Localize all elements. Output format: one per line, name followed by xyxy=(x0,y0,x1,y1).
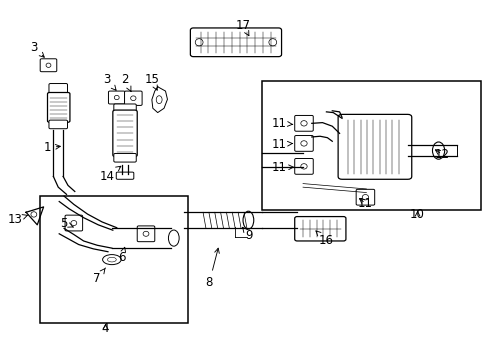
Ellipse shape xyxy=(130,96,136,100)
Bar xyxy=(261,81,480,211)
FancyBboxPatch shape xyxy=(124,91,142,105)
Ellipse shape xyxy=(71,221,77,226)
Text: 2: 2 xyxy=(121,73,131,91)
Ellipse shape xyxy=(102,255,121,265)
FancyBboxPatch shape xyxy=(294,217,345,241)
FancyBboxPatch shape xyxy=(49,84,67,94)
FancyBboxPatch shape xyxy=(47,93,70,122)
FancyBboxPatch shape xyxy=(114,153,136,162)
Text: 11: 11 xyxy=(271,117,292,130)
FancyBboxPatch shape xyxy=(137,226,155,242)
Ellipse shape xyxy=(114,95,119,100)
Text: 14: 14 xyxy=(99,166,121,183)
Text: 9: 9 xyxy=(242,227,253,242)
FancyBboxPatch shape xyxy=(355,189,374,205)
FancyBboxPatch shape xyxy=(294,135,313,151)
FancyBboxPatch shape xyxy=(114,104,136,113)
FancyBboxPatch shape xyxy=(108,91,125,104)
Text: 13: 13 xyxy=(8,213,28,226)
FancyBboxPatch shape xyxy=(65,215,82,231)
Ellipse shape xyxy=(300,164,306,169)
Ellipse shape xyxy=(243,211,253,229)
Ellipse shape xyxy=(156,96,162,104)
Text: 16: 16 xyxy=(315,231,333,247)
FancyBboxPatch shape xyxy=(294,158,313,174)
FancyBboxPatch shape xyxy=(40,59,57,72)
Ellipse shape xyxy=(362,194,368,200)
Text: 7: 7 xyxy=(93,268,105,285)
Bar xyxy=(40,196,188,323)
Ellipse shape xyxy=(268,39,276,46)
Text: 12: 12 xyxy=(434,148,448,161)
FancyBboxPatch shape xyxy=(337,114,411,179)
Text: 11: 11 xyxy=(271,138,292,150)
Text: 11: 11 xyxy=(357,197,372,210)
Text: 11: 11 xyxy=(271,161,293,174)
Ellipse shape xyxy=(195,39,203,46)
FancyBboxPatch shape xyxy=(49,120,67,129)
Ellipse shape xyxy=(31,212,37,217)
FancyBboxPatch shape xyxy=(116,172,134,179)
Ellipse shape xyxy=(168,230,179,246)
Ellipse shape xyxy=(431,142,444,159)
FancyBboxPatch shape xyxy=(113,110,137,157)
Ellipse shape xyxy=(107,257,116,262)
Text: 8: 8 xyxy=(205,248,219,289)
Ellipse shape xyxy=(143,231,149,236)
Text: 4: 4 xyxy=(102,322,109,335)
Text: 10: 10 xyxy=(409,208,424,221)
FancyBboxPatch shape xyxy=(190,28,281,57)
Ellipse shape xyxy=(300,141,306,146)
Text: 6: 6 xyxy=(118,247,125,264)
Ellipse shape xyxy=(300,121,306,126)
Text: 1: 1 xyxy=(43,141,60,154)
FancyBboxPatch shape xyxy=(294,116,313,131)
Text: 5: 5 xyxy=(61,216,73,230)
Text: 17: 17 xyxy=(236,19,250,36)
Text: 3: 3 xyxy=(103,73,116,90)
Ellipse shape xyxy=(46,63,51,67)
Text: 15: 15 xyxy=(144,73,159,90)
Text: 3: 3 xyxy=(30,41,44,57)
